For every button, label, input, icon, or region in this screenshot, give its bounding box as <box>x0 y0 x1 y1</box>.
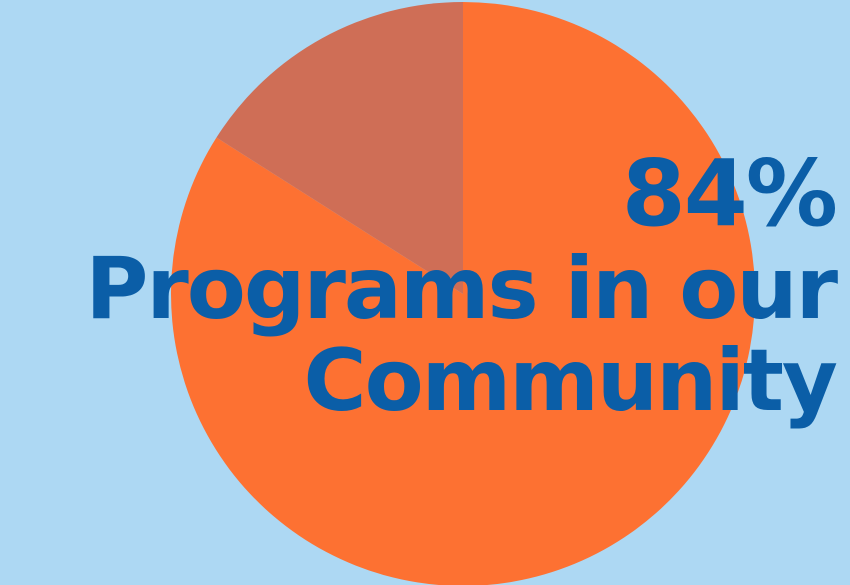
headline: 84% Programs in our Community <box>0 140 838 431</box>
headline-line-2: Community <box>303 331 838 431</box>
pie-slices <box>171 2 755 585</box>
headline-percent: 84% <box>621 140 838 247</box>
pie-slice-1 <box>171 2 755 585</box>
headline-line-1: Programs in our <box>85 239 838 339</box>
pie-slice-2 <box>216 2 463 294</box>
